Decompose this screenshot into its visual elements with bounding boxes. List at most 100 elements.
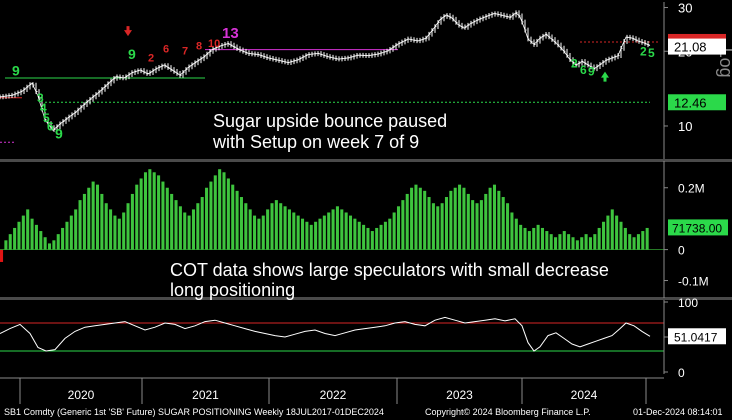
td-count-label: 3 <box>37 91 44 105</box>
cot-bar <box>305 221 309 250</box>
cot-bar <box>165 187 169 250</box>
cot-bar <box>205 187 209 250</box>
cot-bar <box>335 206 339 250</box>
td-count-label: 9 <box>588 64 595 78</box>
cot-bar <box>471 200 475 250</box>
cot-bar <box>588 237 592 250</box>
cot-bar <box>266 209 270 250</box>
osc-last-value-bg <box>668 328 726 345</box>
cot-bar <box>366 227 370 250</box>
cot-bar <box>130 193 134 250</box>
cot-bar <box>514 218 518 250</box>
cot-bar <box>21 215 25 250</box>
td-arrow-up <box>601 71 609 82</box>
td-count-label: 9 <box>55 126 63 142</box>
cot-bar <box>479 200 483 250</box>
chart-canvas: 102030Log9345699267810132692521.0812.46S… <box>0 0 732 404</box>
td-count-label: 5 <box>648 46 655 60</box>
cot-last-value: 71738.00 <box>672 221 722 235</box>
cot-bar <box>235 190 239 250</box>
cot-bar <box>383 221 387 250</box>
cot-bar <box>392 212 396 250</box>
cot-bars <box>0 169 649 262</box>
cot-bar <box>549 234 553 250</box>
td-count-label: 6 <box>163 43 169 55</box>
cot-tick-label: 0.2M <box>678 182 705 196</box>
level-value-badge-bg <box>668 94 726 111</box>
cot-bar <box>497 190 501 250</box>
cot-bar <box>536 224 540 250</box>
cot-bar <box>318 218 322 250</box>
cot-bar <box>231 184 235 250</box>
x-tick-label: 2021 <box>192 388 219 402</box>
cot-bar <box>593 234 597 250</box>
osc-tick-label: 0 <box>678 366 685 380</box>
cot-bar <box>183 212 187 250</box>
cot-bar <box>200 197 204 250</box>
cot-bar <box>641 231 645 250</box>
td-count-label: 9 <box>128 46 136 62</box>
cot-bar <box>187 215 191 250</box>
panel-separator-1 <box>0 159 732 162</box>
td-count-label: 9 <box>12 62 20 78</box>
cot-bar <box>484 193 488 250</box>
price-tick-label: 10 <box>678 119 692 134</box>
cot-bar <box>257 218 261 250</box>
cot-bar <box>34 224 38 250</box>
cot-bar <box>510 212 514 250</box>
cot-bar <box>283 206 287 250</box>
cot-bar <box>139 178 143 250</box>
cot-bar <box>292 212 296 250</box>
cot-bar <box>17 221 21 250</box>
price-annotation-line: Sugar upside bounce paused <box>213 111 447 131</box>
cot-bar <box>519 224 523 250</box>
cot-bar <box>157 175 161 250</box>
cot-bar <box>174 200 178 250</box>
cot-bar <box>253 215 257 250</box>
cot-bar <box>69 215 73 250</box>
cot-bar <box>322 215 326 250</box>
cot-bar <box>540 227 544 250</box>
td-count-label: 4 <box>40 101 47 115</box>
cot-bar <box>562 231 566 250</box>
td-count-label: 2 <box>640 45 647 59</box>
cot-bar <box>506 203 510 250</box>
td-count-label: 13 <box>222 25 239 42</box>
cot-bar <box>61 227 65 250</box>
cot-bar <box>39 231 43 250</box>
cot-bar <box>226 178 230 250</box>
cot-bar <box>423 190 427 250</box>
cot-bar <box>218 169 222 250</box>
cot-bar <box>178 206 182 250</box>
footer-copyright: Copyright© 2024 Bloomberg Finance L.P. <box>425 407 591 417</box>
cot-bar <box>492 184 496 250</box>
x-tick-label: 2020 <box>68 388 95 402</box>
x-tick-label: 2024 <box>571 388 598 402</box>
cot-bar <box>431 203 435 250</box>
footer-timestamp: 01-Dec-2024 08:14:01 <box>633 407 723 417</box>
cot-bar <box>362 224 366 250</box>
cot-bar <box>619 221 623 250</box>
cot-bar <box>462 187 466 250</box>
osc-tick-label: 100 <box>678 296 698 310</box>
level-value-badge: 12.46 <box>674 95 707 110</box>
cot-tick-label: 0 <box>678 244 685 258</box>
cot-bar <box>466 193 470 250</box>
cot-bar <box>632 237 636 250</box>
cot-bar <box>405 193 409 250</box>
price-last-value-bg <box>668 38 726 55</box>
cot-annotation-line: long positioning <box>170 280 295 300</box>
cot-bar <box>396 206 401 250</box>
cot-bar <box>213 175 217 250</box>
cot-bar <box>109 209 113 250</box>
cot-bar <box>270 203 274 250</box>
cot-bar <box>331 209 335 250</box>
cot-bar <box>623 227 627 250</box>
cot-bar <box>104 203 108 250</box>
cot-bar <box>244 203 248 250</box>
td-count-label: 8 <box>196 41 202 53</box>
cot-bar <box>458 184 462 250</box>
cot-tick-label: -0.1M <box>678 275 709 289</box>
cot-bar <box>410 187 414 250</box>
cot-bar <box>13 227 17 250</box>
